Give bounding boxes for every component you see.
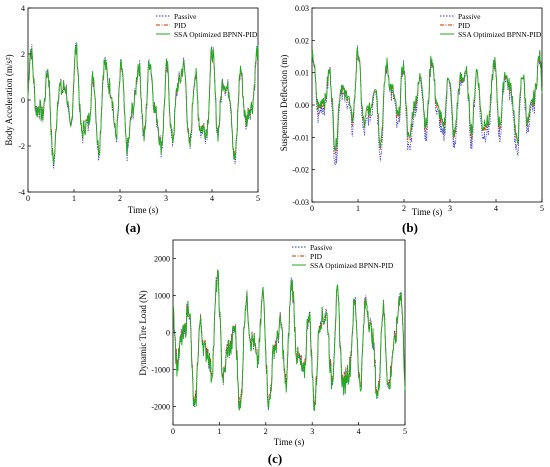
chart-c-ytick-label: 0: [166, 329, 170, 338]
chart-b-ytick-label: 0.02: [295, 36, 309, 45]
chart-a-ytick-label: 2: [21, 50, 25, 59]
chart-c-series-solid: [172, 269, 406, 412]
chart-c-ytick-label: -1000: [151, 366, 170, 375]
legend-a-pid-label: PID: [174, 21, 187, 30]
chart-c-xtick-label: 2: [264, 427, 268, 436]
chart-b-ytick-label: 0.03: [295, 4, 309, 13]
chart-c-series-dotted: [172, 269, 406, 411]
chart-a-xtick-label: 0: [26, 194, 30, 203]
chart-b-series-dotted: [311, 45, 543, 166]
legend-b-pid-label: PID: [458, 21, 471, 30]
chart-a-series-dotted: [27, 42, 259, 170]
chart-b-plot: [311, 45, 543, 166]
chart-b-series-solid: [311, 46, 543, 151]
chart-c-legend: Passive PID SSA Optimized BPNN-PID: [292, 243, 394, 270]
chart-a-plot: [27, 42, 259, 170]
chart-c-xlabel: Time (s): [274, 437, 304, 447]
chart-a-ylabel: Body Acceleration (m/s²): [4, 54, 14, 145]
chart-c-ylabel: Dynamic Tire Load (N): [138, 290, 148, 375]
chart-c-xtick-label: 1: [217, 427, 221, 436]
chart-b-ytick-label: -0.03: [292, 198, 309, 207]
chart-b-xlabel: Time (s): [412, 207, 442, 217]
chart-c-xtick-label: 4: [357, 427, 361, 436]
chart-c-series-dash-dot: [172, 271, 406, 407]
chart-c-panel-label: (c): [268, 451, 282, 466]
chart-c-xtick-label: 0: [171, 427, 175, 436]
legend-c-ssa-label: SSA Optimized BPNN-PID: [310, 261, 394, 270]
legend-c-passive-label: Passive: [310, 243, 333, 252]
chart-b-ytick-label: -0.01: [292, 133, 309, 142]
chart-a-ticks: 0 1 2 3 4 5 -4 -2 0 2 4: [18, 4, 260, 203]
chart-a-xtick-label: 2: [118, 194, 122, 203]
chart-c-ticks: 0 1 2 3 4 5 -2000 -1000 0 1000 2000: [151, 255, 407, 437]
chart-a-ytick-label: -2: [18, 142, 25, 151]
chart-c-ytick-label: 2000: [154, 255, 170, 264]
chart-b-xtick-label: 0: [310, 204, 314, 213]
chart-a-xtick-label: 1: [72, 194, 76, 203]
chart-c-xtick-label: 3: [310, 427, 314, 436]
chart-a-legend: Passive PID SSA Optimized BPNN-PID: [156, 12, 258, 39]
legend-a-passive-label: Passive: [174, 12, 197, 21]
chart-b-xtick-label: 4: [494, 204, 498, 213]
chart-b-xtick-label: 2: [402, 204, 406, 213]
chart-b-ytick-label: -0.02: [292, 166, 309, 175]
legend-b-passive-label: Passive: [458, 12, 481, 21]
chart-a-xtick-label: 4: [210, 194, 214, 203]
chart-a-xtick-label: 3: [164, 194, 168, 203]
chart-b-panel-label: (b): [402, 220, 418, 235]
chart-c-ytick-label: -2000: [151, 403, 170, 412]
chart-c: 0 1 2 3 4 5 -2000 -1000 0 1000 2000 Passive PID SS…: [138, 239, 407, 466]
chart-c-plot: [172, 269, 406, 412]
chart-b-ytick-label: 0.00: [295, 101, 309, 110]
chart-b-xtick-label: 1: [356, 204, 360, 213]
chart-a-ytick-label: -4: [18, 188, 25, 197]
chart-c-ytick-label: 1000: [154, 292, 170, 301]
chart-a-ytick-label: 4: [21, 4, 25, 13]
chart-a-panel-label: (a): [125, 220, 140, 235]
legend-a-ssa-label: SSA Optimized BPNN-PID: [174, 30, 258, 39]
chart-a-xlabel: Time (s): [128, 205, 158, 215]
chart-b-ytick-label: 0.01: [295, 69, 309, 78]
chart-b-xtick-label: 3: [448, 204, 452, 213]
chart-b-xtick-label: 5: [540, 204, 544, 213]
legend-b-ssa-label: SSA Optimized BPNN-PID: [458, 30, 542, 39]
legend-c-pid-label: PID: [310, 252, 323, 261]
chart-a-ytick-label: 0: [21, 96, 25, 105]
chart-a-xtick-label: 5: [256, 194, 260, 203]
chart-b: 0 1 2 3 4 5 -0.03 -0.02 -0.01 0.00 0.01 0.02 0.03 Pa…: [279, 4, 544, 235]
chart-a-series-dash-dot: [27, 44, 259, 165]
chart-a: 0 1 2 3 4 5 -4 -2 0 2 4 Passive PID SSA Optimized …: [4, 4, 260, 235]
chart-b-ticks: 0 1 2 3 4 5 -0.03 -0.02 -0.01 0.00 0.01 0.02 0.03: [292, 4, 544, 213]
chart-c-xtick-label: 5: [403, 427, 407, 436]
chart-b-series-dash-dot: [311, 46, 543, 155]
chart-b-ylabel: Suspension Deflection (m): [279, 55, 289, 151]
chart-b-legend: Passive PID SSA Optimized BPNN-PID: [440, 12, 542, 39]
chart-a-series-solid: [27, 43, 259, 165]
